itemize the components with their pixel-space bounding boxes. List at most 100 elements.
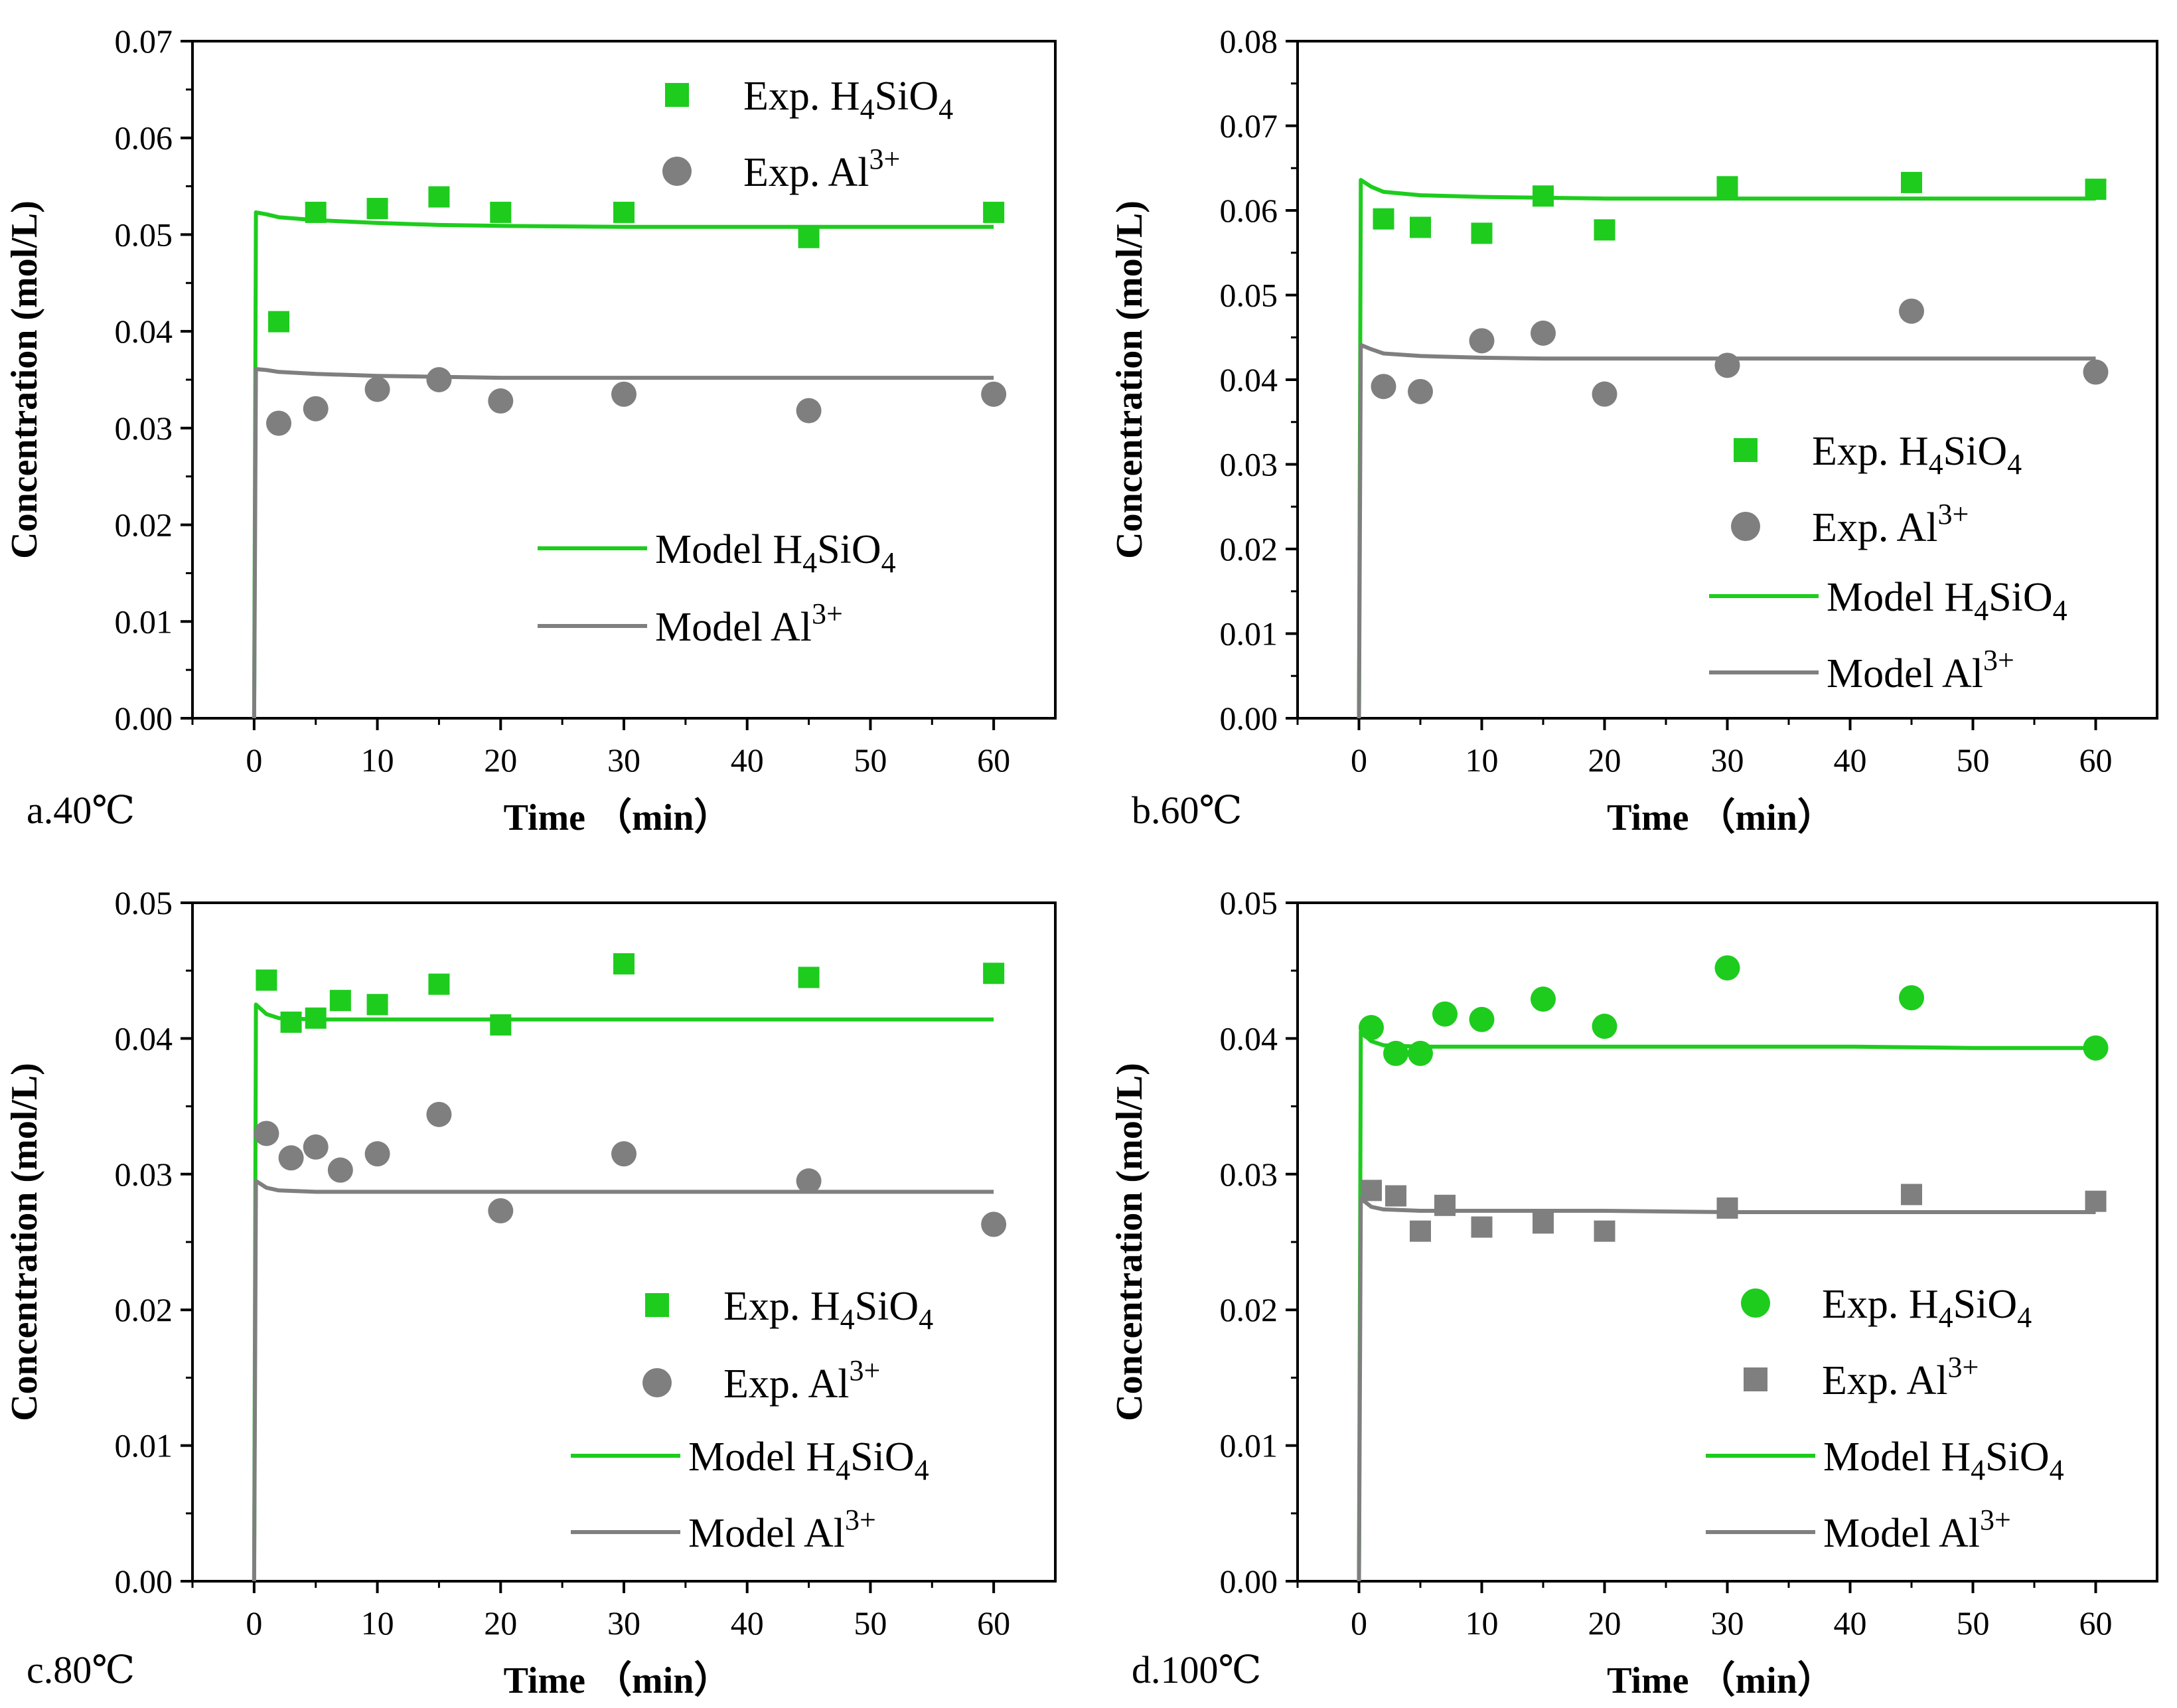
panel-c-point-exp-h4sio4 <box>305 1007 327 1029</box>
panel-c-point-exp-al3- <box>796 1168 822 1194</box>
panel-b-xtick-label: 20 <box>1588 741 1621 779</box>
panel-d-point-exp-al3- <box>1533 1212 1554 1234</box>
panel-c-legend-swatch-exp_al <box>642 1368 672 1397</box>
panel-a-xtick-label: 20 <box>484 741 517 779</box>
panel-b-ytick-label: 0.08 <box>1220 23 1278 60</box>
panel-b-ytick-label: 0.04 <box>1220 361 1278 398</box>
panel-b-point-exp-al3- <box>1371 374 1396 400</box>
panel-b-point-exp-h4sio4 <box>1901 171 1922 193</box>
panel-a-point-exp-h4sio4 <box>983 201 1005 223</box>
legend-subscript: 4 <box>2053 594 2067 627</box>
panel-d-ytick-label: 0.00 <box>1220 1563 1278 1600</box>
panel-b-ytick-label: 0.02 <box>1220 530 1278 568</box>
panel-b-legend-label-model_h4sio4: Model H4SiO4 <box>1827 575 2067 627</box>
panel-a-ytick-label: 0.01 <box>115 603 173 640</box>
legend-text: Model H <box>655 527 802 572</box>
panel-b-xtick-label: 10 <box>1465 741 1499 779</box>
legend-subscript: 4 <box>938 93 953 125</box>
panel-a-xtick-label: 30 <box>607 741 640 779</box>
panel-d-ytick-label: 0.04 <box>1220 1020 1278 1057</box>
legend-text: Exp. H <box>1812 429 1929 474</box>
legend-subscript: 4 <box>840 1303 855 1336</box>
panel-c-point-exp-al3- <box>488 1198 514 1223</box>
panel-d-legend-label-model_al: Model Al3+ <box>1823 1504 2011 1556</box>
panel-c-point-exp-al3- <box>278 1145 304 1171</box>
panel-c-legend-label-exp_al: Exp. Al3+ <box>723 1354 880 1407</box>
panel-a-point-exp-h4sio4 <box>613 201 635 223</box>
legend-text: SiO <box>817 527 881 572</box>
panel-a-legend-label-model_al: Model Al3+ <box>655 597 843 650</box>
panel-b-ytick-label: 0.07 <box>1220 108 1278 145</box>
panel-a-line-model-al3- <box>252 367 994 718</box>
legend-superscript: 3+ <box>1983 644 2014 676</box>
panel-b-point-exp-al3- <box>1714 352 1740 378</box>
panel-d-ytick-label: 0.01 <box>1220 1427 1278 1464</box>
panel-a-xtick-label: 60 <box>977 741 1010 779</box>
panel-a-ytick-label: 0.05 <box>115 216 173 253</box>
panel-a-ytick-label: 0.04 <box>115 313 173 350</box>
panel-b-point-exp-al3- <box>1408 378 1433 404</box>
panel-b-ylabel: Concentration (mol/L) <box>1109 200 1150 559</box>
legend-text: Model H <box>1823 1435 1971 1480</box>
panel-b-point-exp-h4sio4 <box>1716 176 1738 198</box>
panel-d-xtick-label: 10 <box>1465 1604 1499 1642</box>
panel-c-xtick-label: 20 <box>484 1604 517 1642</box>
panel-b-xtick-label: 40 <box>1834 741 1867 779</box>
panel-d-legend-swatch-exp_h4sio4 <box>1741 1288 1770 1318</box>
panel-b-xlabel: Time （min） <box>1607 797 1835 838</box>
legend-text: SiO <box>1985 1435 2049 1480</box>
legend-text: Exp. H <box>743 74 860 119</box>
panel-a-ytick-label: 0.00 <box>115 700 173 737</box>
panel-c-point-exp-al3- <box>303 1134 329 1160</box>
panel-d-ytick-label: 0.05 <box>1220 884 1278 921</box>
panel-c-xtick-label: 50 <box>854 1604 887 1642</box>
legend-superscript: 3+ <box>869 143 900 175</box>
panel-c-point-exp-al3- <box>426 1101 452 1127</box>
legend-subscript: 4 <box>1929 448 1943 481</box>
panel-b-point-exp-h4sio4 <box>1594 219 1615 241</box>
legend-text: Exp. Al <box>743 150 869 195</box>
legend-text: SiO <box>850 1435 914 1480</box>
panel-d-point-exp-al3- <box>1410 1220 1431 1242</box>
panel-c-point-exp-h4sio4 <box>613 953 635 974</box>
panel-b-point-exp-al3- <box>1899 298 1924 324</box>
legend-text: Exp. Al <box>723 1361 849 1407</box>
panel-d-ytick-label: 0.03 <box>1220 1156 1278 1193</box>
panel-d-xtick-label: 50 <box>1957 1604 1990 1642</box>
panel-c-legend-label-model_al: Model Al3+ <box>688 1504 876 1556</box>
panel-c-point-exp-al3- <box>364 1141 390 1167</box>
panel-b-point-exp-h4sio4 <box>1373 208 1394 230</box>
panel-a-legend-label-exp_al: Exp. Al3+ <box>743 143 900 195</box>
panel-c-point-exp-h4sio4 <box>428 973 450 995</box>
panel-d-ylabel: Concentration (mol/L) <box>1109 1063 1150 1421</box>
panel-c-line-model-al3- <box>252 1179 994 1581</box>
panel-a-point-exp-h4sio4 <box>268 311 289 333</box>
panel-b-point-exp-al3- <box>2083 359 2109 385</box>
panel-b-legend-label-model_al: Model Al3+ <box>1827 644 2014 696</box>
panel-b-xtick-label: 50 <box>1957 741 1990 779</box>
panel-b-point-exp-h4sio4 <box>2085 179 2107 200</box>
panel-c-point-exp-al3- <box>611 1141 637 1167</box>
panel-a-xtick-label: 0 <box>246 741 262 779</box>
panel-d-xtick-label: 40 <box>1834 1604 1867 1642</box>
legend-text: Model H <box>688 1435 836 1480</box>
panel-d-point-exp-h4sio4 <box>1383 1040 1408 1066</box>
panel-c-ylabel: Concentration (mol/L) <box>4 1063 45 1421</box>
panel-b-point-exp-al3- <box>1469 328 1495 354</box>
panel-d-point-exp-h4sio4 <box>1432 1001 1458 1027</box>
panel-c-point-exp-h4sio4 <box>329 990 351 1012</box>
panel-b-ytick-label: 0.06 <box>1220 192 1278 229</box>
panel-b-xtick-label: 30 <box>1711 741 1744 779</box>
panel-c-point-exp-al3- <box>327 1157 353 1183</box>
panel-a-point-exp-al3- <box>266 410 291 436</box>
panel-c-xtick-label: 40 <box>731 1604 764 1642</box>
panel-c-point-exp-h4sio4 <box>983 963 1005 984</box>
legend-subscript: 4 <box>836 1454 850 1486</box>
panel-d-point-exp-al3- <box>1361 1180 1382 1202</box>
panel-c-line-model-h4sio4 <box>252 1002 994 1581</box>
panel-a-point-exp-al3- <box>488 388 514 414</box>
panel-a-point-exp-al3- <box>303 396 329 422</box>
panel-a-ytick-label: 0.06 <box>115 119 173 157</box>
